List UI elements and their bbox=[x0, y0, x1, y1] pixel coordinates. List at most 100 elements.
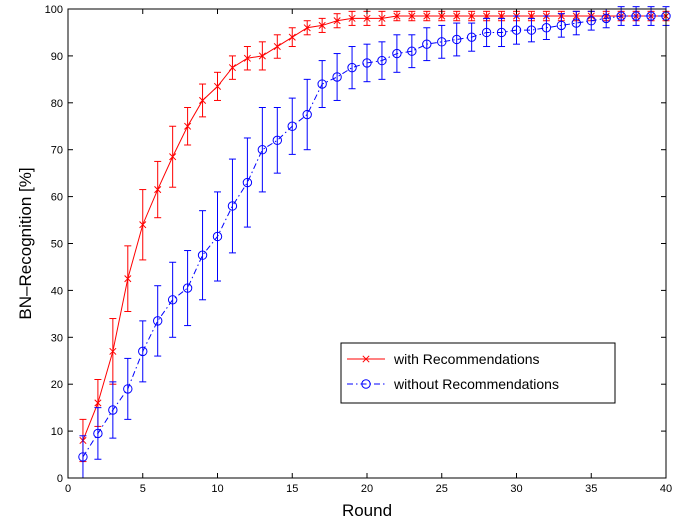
marker-stroke bbox=[198, 96, 207, 105]
series-layer bbox=[78, 6, 671, 479]
data-point bbox=[124, 275, 132, 283]
x-tick-label: 35 bbox=[585, 483, 597, 495]
data-point bbox=[258, 52, 266, 60]
marker-stroke bbox=[139, 221, 147, 229]
y-tick-label: 40 bbox=[51, 285, 63, 297]
data-point bbox=[154, 186, 162, 194]
data-point bbox=[272, 135, 282, 146]
marker-stroke bbox=[169, 153, 177, 161]
data-point bbox=[212, 231, 223, 242]
data-point bbox=[78, 452, 88, 462]
series-line bbox=[82, 15, 666, 458]
marker-stroke bbox=[94, 399, 102, 407]
y-tick-label: 30 bbox=[51, 332, 63, 344]
error-bar bbox=[408, 34, 416, 69]
data-point bbox=[243, 54, 251, 62]
marker-stroke bbox=[438, 12, 446, 20]
data-point bbox=[169, 153, 177, 161]
marker-stroke bbox=[468, 12, 476, 20]
data-point bbox=[556, 20, 567, 31]
legend-item: with Recommendations bbox=[347, 351, 540, 367]
marker-stroke bbox=[303, 24, 311, 32]
error-bar bbox=[647, 6, 655, 26]
data-point bbox=[646, 11, 656, 21]
data-point bbox=[468, 12, 476, 20]
data-point bbox=[108, 405, 118, 415]
error-bar bbox=[79, 435, 87, 479]
data-point bbox=[182, 283, 193, 293]
data-point bbox=[317, 79, 327, 89]
legend-marker bbox=[362, 355, 370, 363]
data-point bbox=[242, 177, 253, 188]
data-point bbox=[287, 121, 297, 131]
data-point bbox=[257, 145, 268, 155]
data-point bbox=[423, 12, 431, 20]
data-point bbox=[453, 12, 461, 20]
data-point bbox=[511, 25, 522, 35]
legend-marker bbox=[361, 379, 371, 389]
error-bar bbox=[184, 250, 192, 327]
marker-stroke bbox=[258, 52, 266, 60]
error-bar bbox=[438, 24, 446, 59]
marker-stroke bbox=[393, 12, 401, 20]
data-point bbox=[393, 12, 401, 20]
error-bar bbox=[333, 53, 341, 101]
x-tick-label: 5 bbox=[140, 483, 146, 495]
legend-item: without Recommendations bbox=[347, 376, 559, 392]
data-point bbox=[198, 96, 207, 105]
marker-stroke bbox=[423, 12, 431, 20]
y-axis-label: BN–Recognition [%] bbox=[16, 167, 35, 319]
data-point bbox=[94, 399, 102, 407]
data-point bbox=[362, 58, 372, 68]
data-point bbox=[407, 46, 417, 56]
data-point bbox=[466, 32, 477, 42]
data-point bbox=[153, 316, 163, 326]
error-bar bbox=[513, 15, 520, 45]
data-point bbox=[408, 12, 416, 20]
marker-stroke bbox=[453, 12, 461, 20]
data-point bbox=[616, 11, 626, 21]
error-bar bbox=[154, 285, 162, 357]
data-point bbox=[228, 64, 237, 72]
legend-label: with Recommendations bbox=[393, 351, 540, 367]
error-bar bbox=[273, 106, 281, 174]
data-point bbox=[138, 346, 148, 357]
data-point bbox=[332, 72, 342, 82]
error-bar bbox=[527, 17, 535, 43]
ticks-layer: 0 5 10 15 20 25 30 35 40 0 10 20 30 40 50 60 70 80 90 100 bbox=[45, 4, 672, 495]
y-tick-label: 50 bbox=[51, 239, 63, 251]
marker-stroke bbox=[288, 33, 296, 41]
y-tick-label: 90 bbox=[51, 51, 63, 63]
x-axis-label: Round bbox=[342, 501, 392, 520]
marker-stroke bbox=[348, 14, 356, 22]
y-tick-label: 70 bbox=[51, 145, 63, 157]
error-bar bbox=[453, 22, 461, 57]
x-tick-label: 40 bbox=[660, 483, 672, 495]
data-point bbox=[302, 109, 312, 120]
x-tick-label: 10 bbox=[211, 483, 223, 495]
marker-stroke bbox=[243, 54, 251, 62]
data-point bbox=[438, 12, 446, 20]
error-bar bbox=[169, 261, 177, 338]
data-point bbox=[437, 37, 447, 47]
marker-stroke bbox=[184, 122, 192, 130]
data-point bbox=[109, 347, 117, 355]
data-point bbox=[347, 62, 357, 73]
x-tick-label: 0 bbox=[65, 483, 71, 495]
data-point bbox=[333, 17, 341, 25]
data-point bbox=[123, 384, 133, 394]
y-tick-label: 20 bbox=[51, 379, 63, 391]
x-tick-label: 15 bbox=[286, 483, 298, 495]
data-point bbox=[139, 221, 147, 229]
error-bar bbox=[199, 210, 207, 301]
data-point bbox=[227, 201, 238, 211]
x-tick-label: 20 bbox=[361, 483, 373, 495]
error-bar bbox=[243, 137, 251, 228]
data-point bbox=[184, 122, 192, 130]
data-point bbox=[541, 23, 552, 33]
data-point bbox=[318, 21, 326, 29]
data-point bbox=[496, 27, 507, 38]
marker-stroke bbox=[408, 12, 416, 20]
legend-box bbox=[340, 342, 616, 404]
error-bar bbox=[258, 106, 266, 193]
